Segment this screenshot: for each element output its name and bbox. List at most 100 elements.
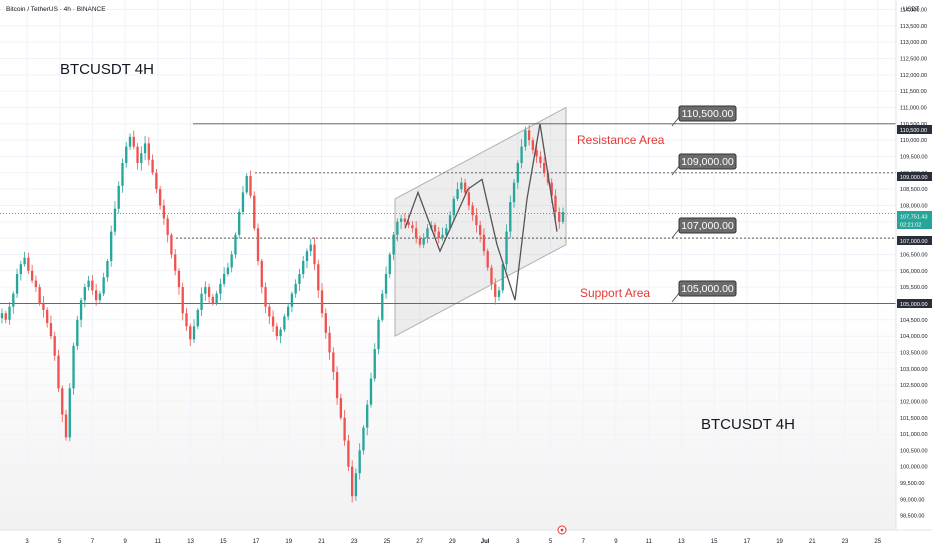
candle <box>354 468 358 501</box>
candle-body <box>392 234 395 255</box>
candle-body <box>396 221 399 235</box>
candle <box>305 248 309 269</box>
candle-body <box>222 274 226 284</box>
candle <box>343 410 346 446</box>
callout-109000[interactable]: 109,000.00 <box>671 153 737 176</box>
candle-body <box>324 313 327 333</box>
ytick-label: 99,500.00 <box>900 481 924 487</box>
candle-body <box>147 143 151 160</box>
annotation-support-area[interactable]: Support Area <box>580 286 650 300</box>
candle-body <box>561 211 565 222</box>
candle <box>543 157 546 178</box>
candle <box>309 238 312 257</box>
candle-body <box>271 316 275 327</box>
candle <box>79 297 83 328</box>
candle <box>91 275 94 295</box>
time-axis[interactable]: 3 5 7 9 11 13 15 17 19 21 23 25 27 29 Jul 3 5 7 9 11 13 15 17 1… <box>0 529 932 550</box>
candle <box>486 248 489 271</box>
candle <box>396 218 399 242</box>
ytick-label: 113,500.00 <box>900 24 927 30</box>
price-axis[interactable]: USDT 98,000.0098,500.0099,000.0099,500.0… <box>895 0 932 536</box>
candle <box>512 179 516 208</box>
candle <box>317 259 320 299</box>
candle-body <box>467 192 471 206</box>
ytick-label: 112,000.00 <box>900 73 927 79</box>
harmonic-pattern-line[interactable] <box>404 123 558 301</box>
candle <box>494 278 497 305</box>
callout-105000[interactable]: 105,000.00 <box>671 280 737 303</box>
ytick-label: 106,500.00 <box>900 252 928 258</box>
candle-body <box>460 182 463 190</box>
candle-body <box>535 149 538 157</box>
candle-body <box>241 192 245 212</box>
candle-body <box>286 306 290 317</box>
candle-body <box>407 221 410 226</box>
callout-110500[interactable]: 110,500.00 <box>671 105 737 127</box>
candle <box>414 221 418 244</box>
candle-body <box>527 130 531 141</box>
candle <box>335 366 339 405</box>
annotation-resistance-area[interactable]: Resistance Area <box>577 133 665 147</box>
candle-body <box>524 130 527 147</box>
candle <box>501 260 504 294</box>
candle-body <box>309 244 312 252</box>
symbol-header: Bitcoin / TetherUS · 4h · BINANCE <box>6 6 106 13</box>
candle-body <box>275 326 279 337</box>
candle <box>8 302 11 325</box>
candle <box>15 268 19 299</box>
price-tag-105000-text: 105,000.00 <box>900 302 928 308</box>
candle <box>286 303 290 321</box>
candle-body <box>505 231 508 265</box>
annotation-title-top-left[interactable]: BTCUSDT 4H <box>60 61 154 78</box>
candle <box>527 125 531 146</box>
candle <box>42 295 45 318</box>
ytick-label: 110,500.00 <box>900 122 927 128</box>
candle-body <box>298 274 301 284</box>
candle <box>422 233 425 249</box>
annotation-title-bottom-right[interactable]: BTCUSDT 4H <box>701 416 795 433</box>
candle <box>399 214 403 230</box>
candle-body <box>350 466 354 497</box>
level-callouts: 110,500.00 109,000.00 107,000.00 105,000… <box>671 105 737 303</box>
candle <box>467 186 471 211</box>
candle <box>61 385 64 423</box>
ytick-label: 102,500.00 <box>900 383 928 389</box>
candle-body <box>317 264 320 291</box>
candle <box>68 383 71 442</box>
candle-body <box>253 195 256 229</box>
candle-body <box>68 388 71 438</box>
candle-body <box>456 189 459 199</box>
candle <box>479 220 482 243</box>
candle <box>219 278 222 301</box>
ytick-label: 110,000.00 <box>900 138 927 144</box>
xtick-label: 11 <box>155 539 162 545</box>
candle <box>185 307 188 332</box>
candle-body <box>234 234 237 255</box>
callout-107000-text: 107,000.00 <box>681 220 734 232</box>
price-tag-109000-text: 109,000.00 <box>900 175 928 181</box>
candle <box>294 279 297 298</box>
xtick-label: 23 <box>351 539 358 545</box>
candle <box>531 137 535 155</box>
price-tag-109000: 109,000.00 <box>897 172 932 181</box>
goto-realtime-icon[interactable] <box>557 525 567 535</box>
ytick-label: 105,500.00 <box>900 285 928 291</box>
candle-body <box>558 211 561 222</box>
candle <box>4 310 7 324</box>
candle-body <box>181 287 184 314</box>
candle-body <box>98 293 102 301</box>
candle-body <box>91 280 94 291</box>
xtick-label: 25 <box>874 539 881 545</box>
xtick-label: 17 <box>743 539 750 545</box>
candle-body <box>358 450 361 474</box>
xtick-label: 5 <box>58 539 62 545</box>
candle-body <box>76 319 79 346</box>
xtick-label: 15 <box>220 539 227 545</box>
candle-body <box>426 228 429 239</box>
candle <box>64 409 68 441</box>
callout-107000[interactable]: 107,000.00 <box>671 217 737 239</box>
candle-body <box>479 225 482 235</box>
candle-body <box>509 202 512 232</box>
candle <box>140 146 143 171</box>
